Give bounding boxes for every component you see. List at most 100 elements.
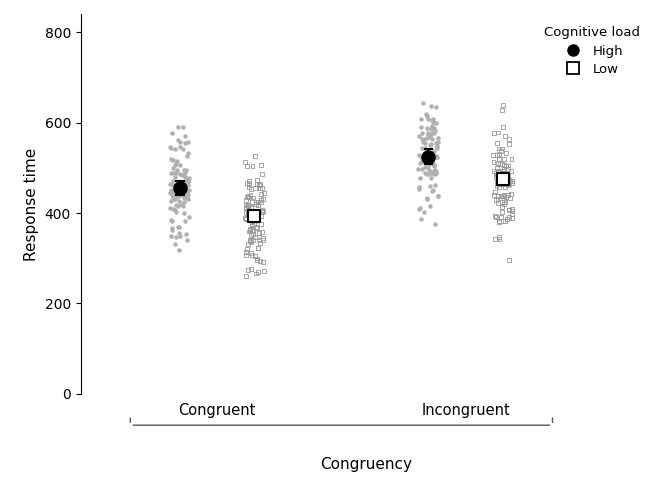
Point (414, 204, 425, 212)
Point (255, 240, 265, 247)
Point (253, 244, 264, 252)
Point (255, 190, 266, 198)
Point (173, 136, 183, 144)
Point (251, 224, 262, 231)
Point (494, 183, 505, 191)
Point (425, 125, 436, 133)
Point (241, 252, 251, 259)
Point (257, 228, 267, 236)
Point (169, 206, 180, 214)
Point (253, 181, 264, 189)
Point (423, 153, 433, 160)
Point (255, 212, 266, 219)
Point (258, 234, 269, 242)
Point (182, 191, 193, 199)
Point (168, 193, 179, 201)
Point (422, 129, 433, 137)
Point (242, 179, 253, 187)
Point (414, 132, 425, 139)
Point (244, 177, 255, 185)
Point (179, 216, 190, 224)
Point (494, 218, 505, 226)
Point (501, 176, 511, 183)
Point (416, 115, 427, 123)
Point (431, 152, 442, 160)
Point (257, 236, 268, 244)
Point (172, 202, 183, 210)
Point (498, 217, 509, 225)
Point (177, 185, 187, 192)
Point (179, 194, 190, 202)
Point (247, 220, 257, 228)
Point (242, 240, 253, 248)
Point (165, 204, 175, 212)
Point (165, 180, 175, 188)
Point (421, 152, 431, 160)
Point (246, 265, 257, 273)
Point (431, 139, 442, 146)
Point (170, 196, 181, 204)
Point (175, 190, 185, 198)
Point (165, 143, 175, 151)
Point (429, 170, 440, 178)
Point (503, 206, 514, 214)
Point (430, 168, 441, 176)
Point (414, 183, 425, 191)
Point (257, 207, 268, 215)
Point (255, 184, 266, 192)
Point (244, 225, 255, 233)
Point (420, 139, 431, 146)
Point (244, 180, 255, 188)
Point (494, 233, 505, 241)
Point (173, 246, 184, 254)
Point (253, 244, 264, 252)
Point (499, 165, 509, 173)
Point (421, 110, 431, 118)
Point (492, 195, 503, 203)
Point (241, 196, 251, 204)
Point (417, 157, 427, 165)
Point (491, 169, 501, 177)
Point (252, 256, 263, 264)
Point (491, 173, 501, 181)
Point (501, 193, 511, 201)
Point (179, 168, 190, 176)
Point (257, 195, 268, 203)
Point (175, 170, 185, 178)
Point (174, 197, 185, 204)
Point (494, 236, 505, 243)
Point (179, 171, 190, 179)
Point (168, 177, 179, 185)
Point (179, 199, 190, 206)
Point (429, 162, 439, 170)
Point (491, 213, 501, 221)
Point (167, 156, 178, 164)
Point (507, 179, 517, 187)
Point (165, 232, 176, 240)
Point (245, 212, 256, 220)
Point (497, 106, 507, 114)
Point (424, 133, 435, 141)
Point (429, 130, 439, 137)
Point (425, 168, 436, 176)
Point (431, 142, 442, 149)
Point (425, 158, 435, 166)
Point (425, 156, 435, 164)
Point (173, 223, 184, 231)
Point (169, 240, 180, 248)
Point (166, 216, 177, 224)
Point (246, 207, 257, 215)
Point (173, 229, 184, 237)
Point (247, 221, 257, 228)
Point (169, 195, 179, 203)
Point (253, 202, 263, 209)
Point (414, 185, 425, 193)
Point (497, 167, 508, 175)
Point (497, 208, 508, 216)
Point (493, 168, 503, 176)
Point (496, 147, 507, 155)
Point (417, 165, 427, 173)
Point (245, 191, 256, 199)
Point (503, 192, 513, 199)
Point (259, 190, 269, 197)
